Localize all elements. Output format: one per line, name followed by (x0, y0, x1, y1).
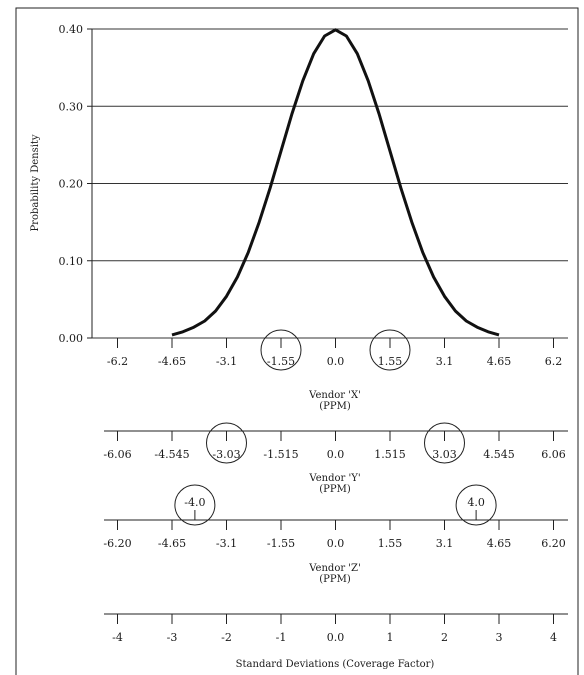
highlight-circle (424, 422, 465, 464)
x-tick-label: 1 (387, 631, 394, 644)
x-tick-label: -1.55 (267, 355, 295, 368)
y-axis-title: Probability Density (30, 134, 41, 231)
x-tick-label: 3.1 (436, 537, 454, 550)
x-tick-label: 6.06 (541, 448, 566, 461)
y-tick-label: 0.00 (59, 332, 84, 345)
x-tick-label: 4 (550, 631, 557, 644)
axis-title: Vendor 'Z' (308, 563, 361, 574)
x-tick-label: -6.20 (103, 537, 131, 550)
x-tick-label: -1.515 (263, 448, 298, 461)
y-tick-label: 0.10 (59, 255, 84, 268)
density-curve-line (171, 28, 500, 337)
x-tick-label: 0.0 (327, 355, 345, 368)
x-tick-label: 0.0 (327, 631, 345, 644)
x-tick-label: 6.2 (545, 355, 563, 368)
x-tick-label: -1.55 (267, 537, 295, 550)
x-tick-label: -6.06 (103, 448, 131, 461)
x-axis-3: -6.20 -4.65 -3.1 -1.55 0.0 1.55 3.1 4.65 6.20 -4.… (103, 484, 568, 585)
y-tick-label: 0.30 (59, 100, 84, 113)
x-tick-label: 3 (496, 631, 503, 644)
highlight-circle (174, 484, 216, 526)
highlight-circle (369, 329, 411, 371)
axis-title: Vendor 'X' (308, 390, 361, 401)
x-tick-label: -4.545 (154, 448, 189, 461)
density-curve (171, 28, 500, 337)
axis-title: (PPM) (319, 401, 351, 412)
x-axis-2: -6.06 -4.545 -3.03 -1.515 0.0 1.515 3.03 4.545 6… (103, 422, 568, 495)
x-tick-label: 1.55 (378, 537, 403, 550)
x-tick-label: -3.1 (216, 537, 237, 550)
y-axis: 0.00 0.10 0.20 0.30 0.40 (59, 23, 93, 345)
axis-title: Standard Deviations (Coverage Factor) (236, 659, 435, 670)
highlight-circle (455, 484, 497, 526)
x-axes: -6.2 -4.65 -3.1 -1.55 0.0 1.55 3.1 4.65 6.2 Vendo… (103, 329, 568, 670)
y-tick-label: 0.40 (59, 23, 84, 36)
x-tick-label: 0.0 (327, 448, 345, 461)
highlight-circle (206, 422, 247, 464)
x-tick-label: -3 (167, 631, 178, 644)
x-tick-label: -3.1 (216, 355, 237, 368)
x-tick-label: 1.515 (374, 448, 406, 461)
axis-title: Vendor 'Y' (308, 473, 360, 484)
x-tick-label: -6.2 (107, 355, 128, 368)
x-tick-label: -4.65 (158, 537, 186, 550)
x-axis-1: -6.2 -4.65 -3.1 -1.55 0.0 1.55 3.1 4.65 6.2 Vendo… (107, 329, 563, 412)
x-tick-label: -3.03 (212, 448, 240, 461)
marker-label: 4.0 (467, 496, 485, 509)
grid-lines (92, 28, 568, 339)
x-tick-label: 3.1 (436, 355, 454, 368)
axis-title: (PPM) (319, 574, 351, 585)
x-tick-label: 4.65 (487, 355, 512, 368)
x-tick-label: -2 (221, 631, 232, 644)
axis-title: (PPM) (319, 484, 351, 495)
x-tick-label: 0.0 (327, 537, 345, 550)
x-tick-label: 3.03 (432, 448, 457, 461)
figure-frame (15, 7, 579, 675)
y-tick-label: 0.20 (59, 178, 84, 191)
x-tick-label: 1.55 (378, 355, 403, 368)
highlight-circle (260, 329, 302, 371)
x-tick-label: 4.65 (487, 537, 512, 550)
x-tick-label: -4 (112, 631, 123, 644)
x-tick-label: 6.20 (541, 537, 566, 550)
x-tick-label: 4.545 (483, 448, 515, 461)
x-tick-label: -1 (276, 631, 287, 644)
x-tick-label: -4.65 (158, 355, 186, 368)
x-axis-4: -4 -3 -2 -1 0.0 1 2 3 4 Standard Deviations (Cove… (104, 613, 568, 670)
x-tick-label: 2 (441, 631, 448, 644)
marker-label: -4.0 (184, 496, 205, 509)
